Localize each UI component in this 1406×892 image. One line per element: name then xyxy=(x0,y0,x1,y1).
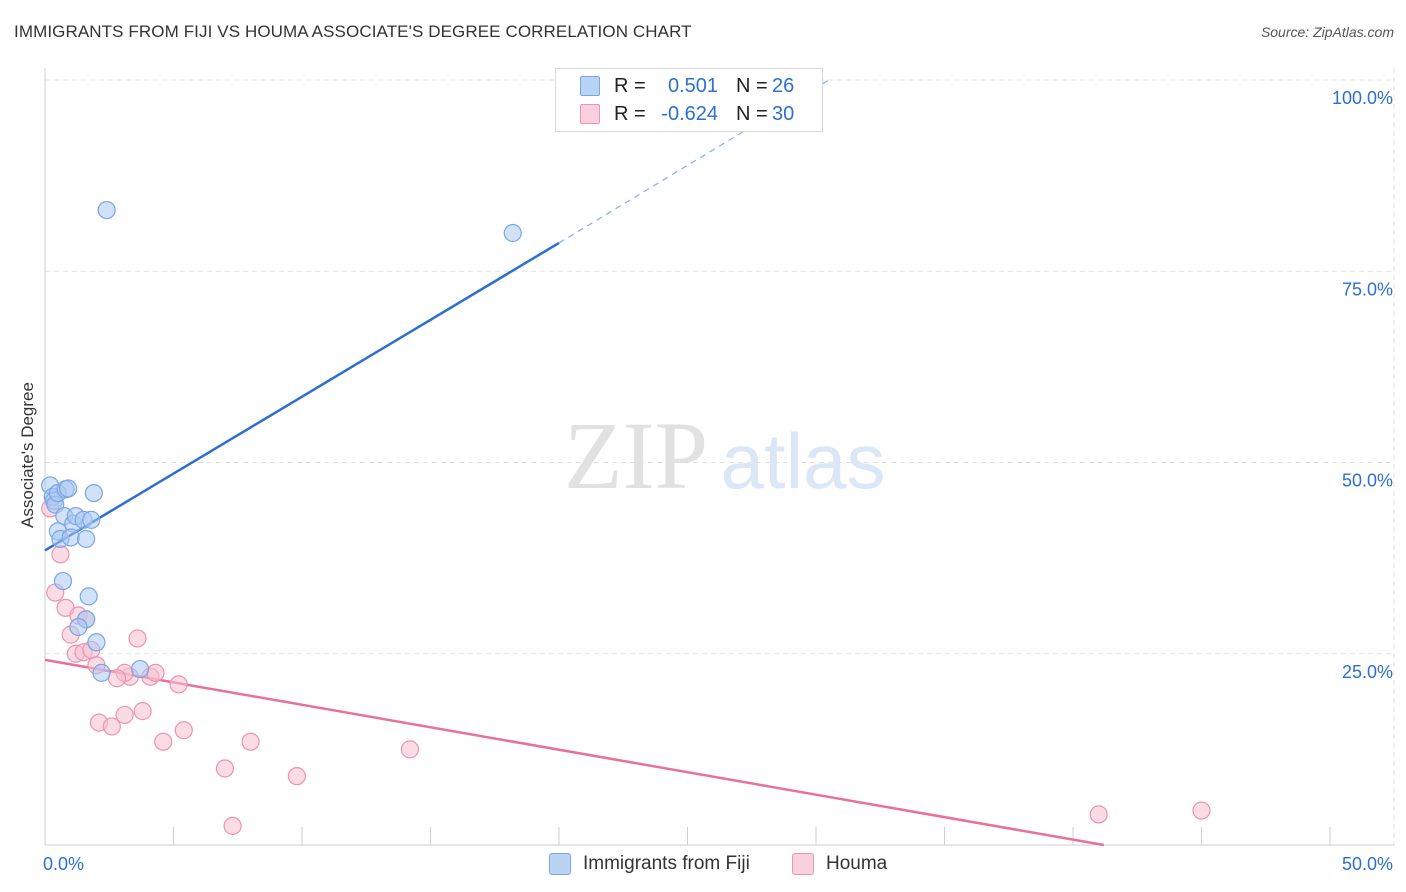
chart-title: IMMIGRANTS FROM FIJI VS HOUMA ASSOCIATE'… xyxy=(14,22,692,41)
point-houma xyxy=(1192,801,1211,820)
point-fiji xyxy=(87,633,106,652)
y-tick-label: 75.0% xyxy=(1342,279,1393,299)
legend-r-value: -0.624 xyxy=(661,102,718,125)
legend-swatch-fiji xyxy=(580,76,600,96)
point-houma xyxy=(146,663,165,682)
legend-r-label: R = xyxy=(614,102,646,125)
watermark: ZIP atlas xyxy=(564,402,885,509)
point-houma xyxy=(115,705,134,725)
point-houma xyxy=(215,759,234,778)
point-houma xyxy=(154,732,173,751)
point-houma xyxy=(107,669,127,688)
legend-n-value: 30 xyxy=(772,102,795,125)
point-houma xyxy=(400,740,420,759)
trend-line-fiji-extension xyxy=(558,79,830,244)
point-houma xyxy=(287,767,306,786)
point-fiji xyxy=(92,663,111,682)
point-houma xyxy=(1089,805,1108,824)
point-fiji xyxy=(84,484,103,503)
legend-row-fiji: R = 0.501 N = 26 xyxy=(556,72,794,100)
y-tick-label: 50.0% xyxy=(1342,471,1393,491)
watermark-atlas: atlas xyxy=(721,417,886,505)
point-houma xyxy=(174,721,193,740)
bottom-legend-swatch-fiji xyxy=(549,853,571,875)
trend-lines xyxy=(44,79,1105,847)
watermark-zip: ZIP xyxy=(564,402,708,509)
point-fiji xyxy=(97,200,116,220)
legend-swatch-houma xyxy=(580,104,600,124)
axis-labels: 25.0% 50.0% 75.0% 100.0% 0.0% 50.0% xyxy=(43,88,1393,874)
point-houma xyxy=(241,732,260,751)
stats-legend: R = 0.501 N = 26 R = -0.624 N = 30 xyxy=(555,68,823,132)
legend-row-houma: R = -0.624 N = 30 xyxy=(556,100,794,128)
legend-n-label: N = xyxy=(736,74,768,97)
bottom-legend-fiji: Immigrants from Fiji xyxy=(549,851,750,877)
point-fiji xyxy=(130,659,150,679)
bottom-legend-label-fiji: Immigrants from Fiji xyxy=(583,853,750,874)
point-houma xyxy=(223,816,242,835)
point-fiji xyxy=(69,617,88,637)
legend-n-value: 26 xyxy=(772,74,795,97)
point-houma xyxy=(128,629,147,648)
point-fiji xyxy=(503,223,522,243)
x-tick-label: 50.0% xyxy=(1342,854,1393,874)
point-fiji xyxy=(77,529,96,549)
legend-r-value: 0.501 xyxy=(667,74,718,97)
trend-line-fiji xyxy=(44,241,560,552)
y-tick-label: 25.0% xyxy=(1342,662,1393,682)
legend-r-label: R = xyxy=(614,74,646,97)
y-tick-label: 100.0% xyxy=(1332,88,1393,108)
bottom-legend-label-houma: Houma xyxy=(826,853,888,874)
point-houma xyxy=(133,702,152,721)
axes xyxy=(44,68,1394,846)
y-axis-title: Associate's Degree xyxy=(18,382,37,528)
point-houma xyxy=(102,717,121,736)
gridlines xyxy=(45,68,1395,845)
point-fiji xyxy=(61,528,80,547)
bottom-legend-swatch-houma xyxy=(792,853,814,875)
bottom-legend-houma: Houma xyxy=(792,851,887,877)
point-houma xyxy=(51,545,70,564)
trend-line-houma xyxy=(44,658,1105,847)
point-houma xyxy=(169,675,188,694)
point-fiji xyxy=(53,571,73,591)
legend-n-label: N = xyxy=(736,102,768,125)
data-points xyxy=(41,200,1211,835)
source-label: Source: ZipAtlas.com xyxy=(1260,24,1394,40)
x-tick-label: 0.0% xyxy=(43,854,84,874)
point-fiji xyxy=(82,510,101,529)
point-fiji xyxy=(79,587,98,606)
point-fiji xyxy=(59,479,78,498)
